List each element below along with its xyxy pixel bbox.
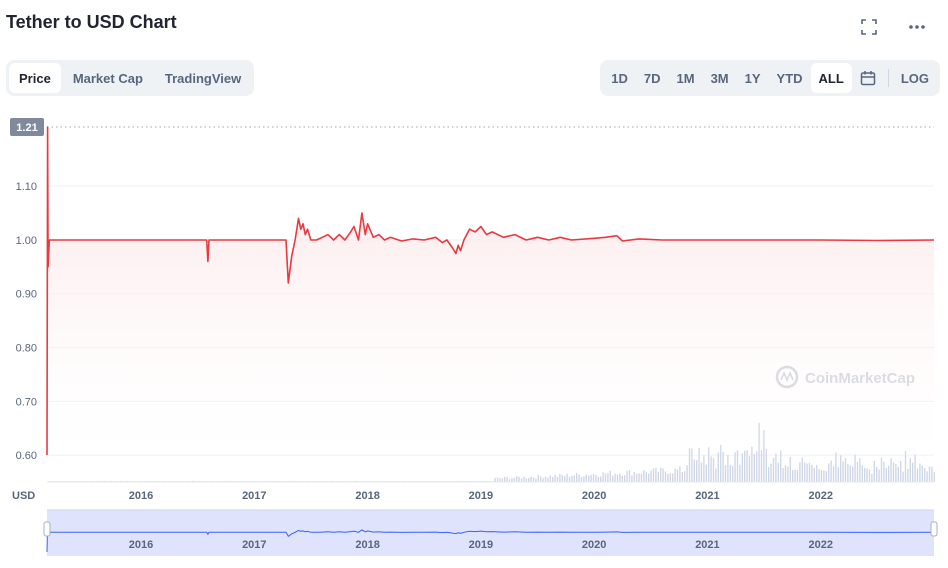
navigator-tick-label: 2022 — [808, 539, 832, 551]
y-tick-label: 0.90 — [16, 289, 37, 301]
calendar-icon[interactable] — [852, 63, 884, 93]
fullscreen-icon[interactable] — [858, 16, 880, 38]
range-7d[interactable]: 7D — [643, 70, 661, 86]
range-all[interactable]: ALL — [810, 63, 852, 93]
tab-market-cap[interactable]: Market Cap — [72, 70, 143, 86]
current-price-badge — [10, 118, 44, 136]
navigator-handle-left[interactable] — [43, 521, 51, 537]
y-tick-label: 1.00 — [16, 235, 37, 247]
y-axis-label: USD — [12, 490, 35, 502]
x-tick-label: 2016 — [129, 490, 153, 502]
navigator-background — [47, 510, 934, 556]
price-area — [47, 127, 934, 482]
y-tick-label: 0.70 — [16, 396, 37, 408]
page-title: Tether to USD Chart — [6, 12, 177, 32]
coinmarketcap-logo — [775, 365, 799, 389]
navigator-tick-label: 2018 — [355, 539, 379, 551]
x-tick-label: 2018 — [355, 490, 379, 502]
x-tick-label: 2022 — [808, 490, 832, 502]
x-tick-label: 2020 — [582, 490, 606, 502]
navigator-tick-label: 2019 — [469, 539, 493, 551]
range-ytd[interactable]: YTD — [776, 70, 803, 86]
y-tick-label: 1.10 — [16, 181, 37, 193]
y-tick-label: 0.60 — [16, 450, 37, 462]
y-tick-label: 0.80 — [16, 343, 37, 355]
time-range-selector: 1D 7D 1M 3M 1Y YTD ALL LOG — [600, 60, 940, 96]
navigator-tick-label: 2021 — [695, 539, 719, 551]
x-tick-label: 2019 — [469, 490, 493, 502]
range-1m[interactable]: 1M — [676, 70, 695, 86]
price-chart[interactable]: 1.10 1.00 0.90 0.80 0.70 0.60 1.21 USD 2016 2017 2… — [0, 110, 948, 568]
log-toggle[interactable]: LOG — [900, 70, 929, 86]
navigator-line — [46, 521, 935, 553]
more-icon[interactable] — [906, 16, 928, 38]
volume-bar — [933, 472, 935, 482]
x-tick-label: 2017 — [242, 490, 266, 502]
current-price-label: 1.21 — [16, 122, 37, 134]
watermark: CoinMarketCap — [775, 365, 915, 389]
range-1y[interactable]: 1Y — [744, 70, 761, 86]
tab-price[interactable]: Price — [9, 63, 61, 93]
range-1d[interactable]: 1D — [611, 70, 628, 86]
coinmarketcap-logo-mark — [780, 370, 794, 383]
chart-type-tabs: Price Market Cap TradingView — [6, 60, 255, 96]
navigator-tick-label: 2017 — [242, 539, 266, 551]
watermark-text: CoinMarketCap — [805, 370, 915, 387]
tab-tradingview[interactable]: TradingView — [164, 70, 242, 86]
range-3m[interactable]: 3M — [710, 70, 729, 86]
chart-actions — [858, 16, 928, 38]
navigator-tick-label: 2020 — [582, 539, 606, 551]
x-tick-label: 2021 — [695, 490, 719, 502]
navigator-tick-label: 2016 — [129, 539, 153, 551]
price-line — [46, 126, 935, 456]
navigator-handle-right[interactable] — [930, 521, 938, 537]
range-divider — [887, 69, 889, 87]
